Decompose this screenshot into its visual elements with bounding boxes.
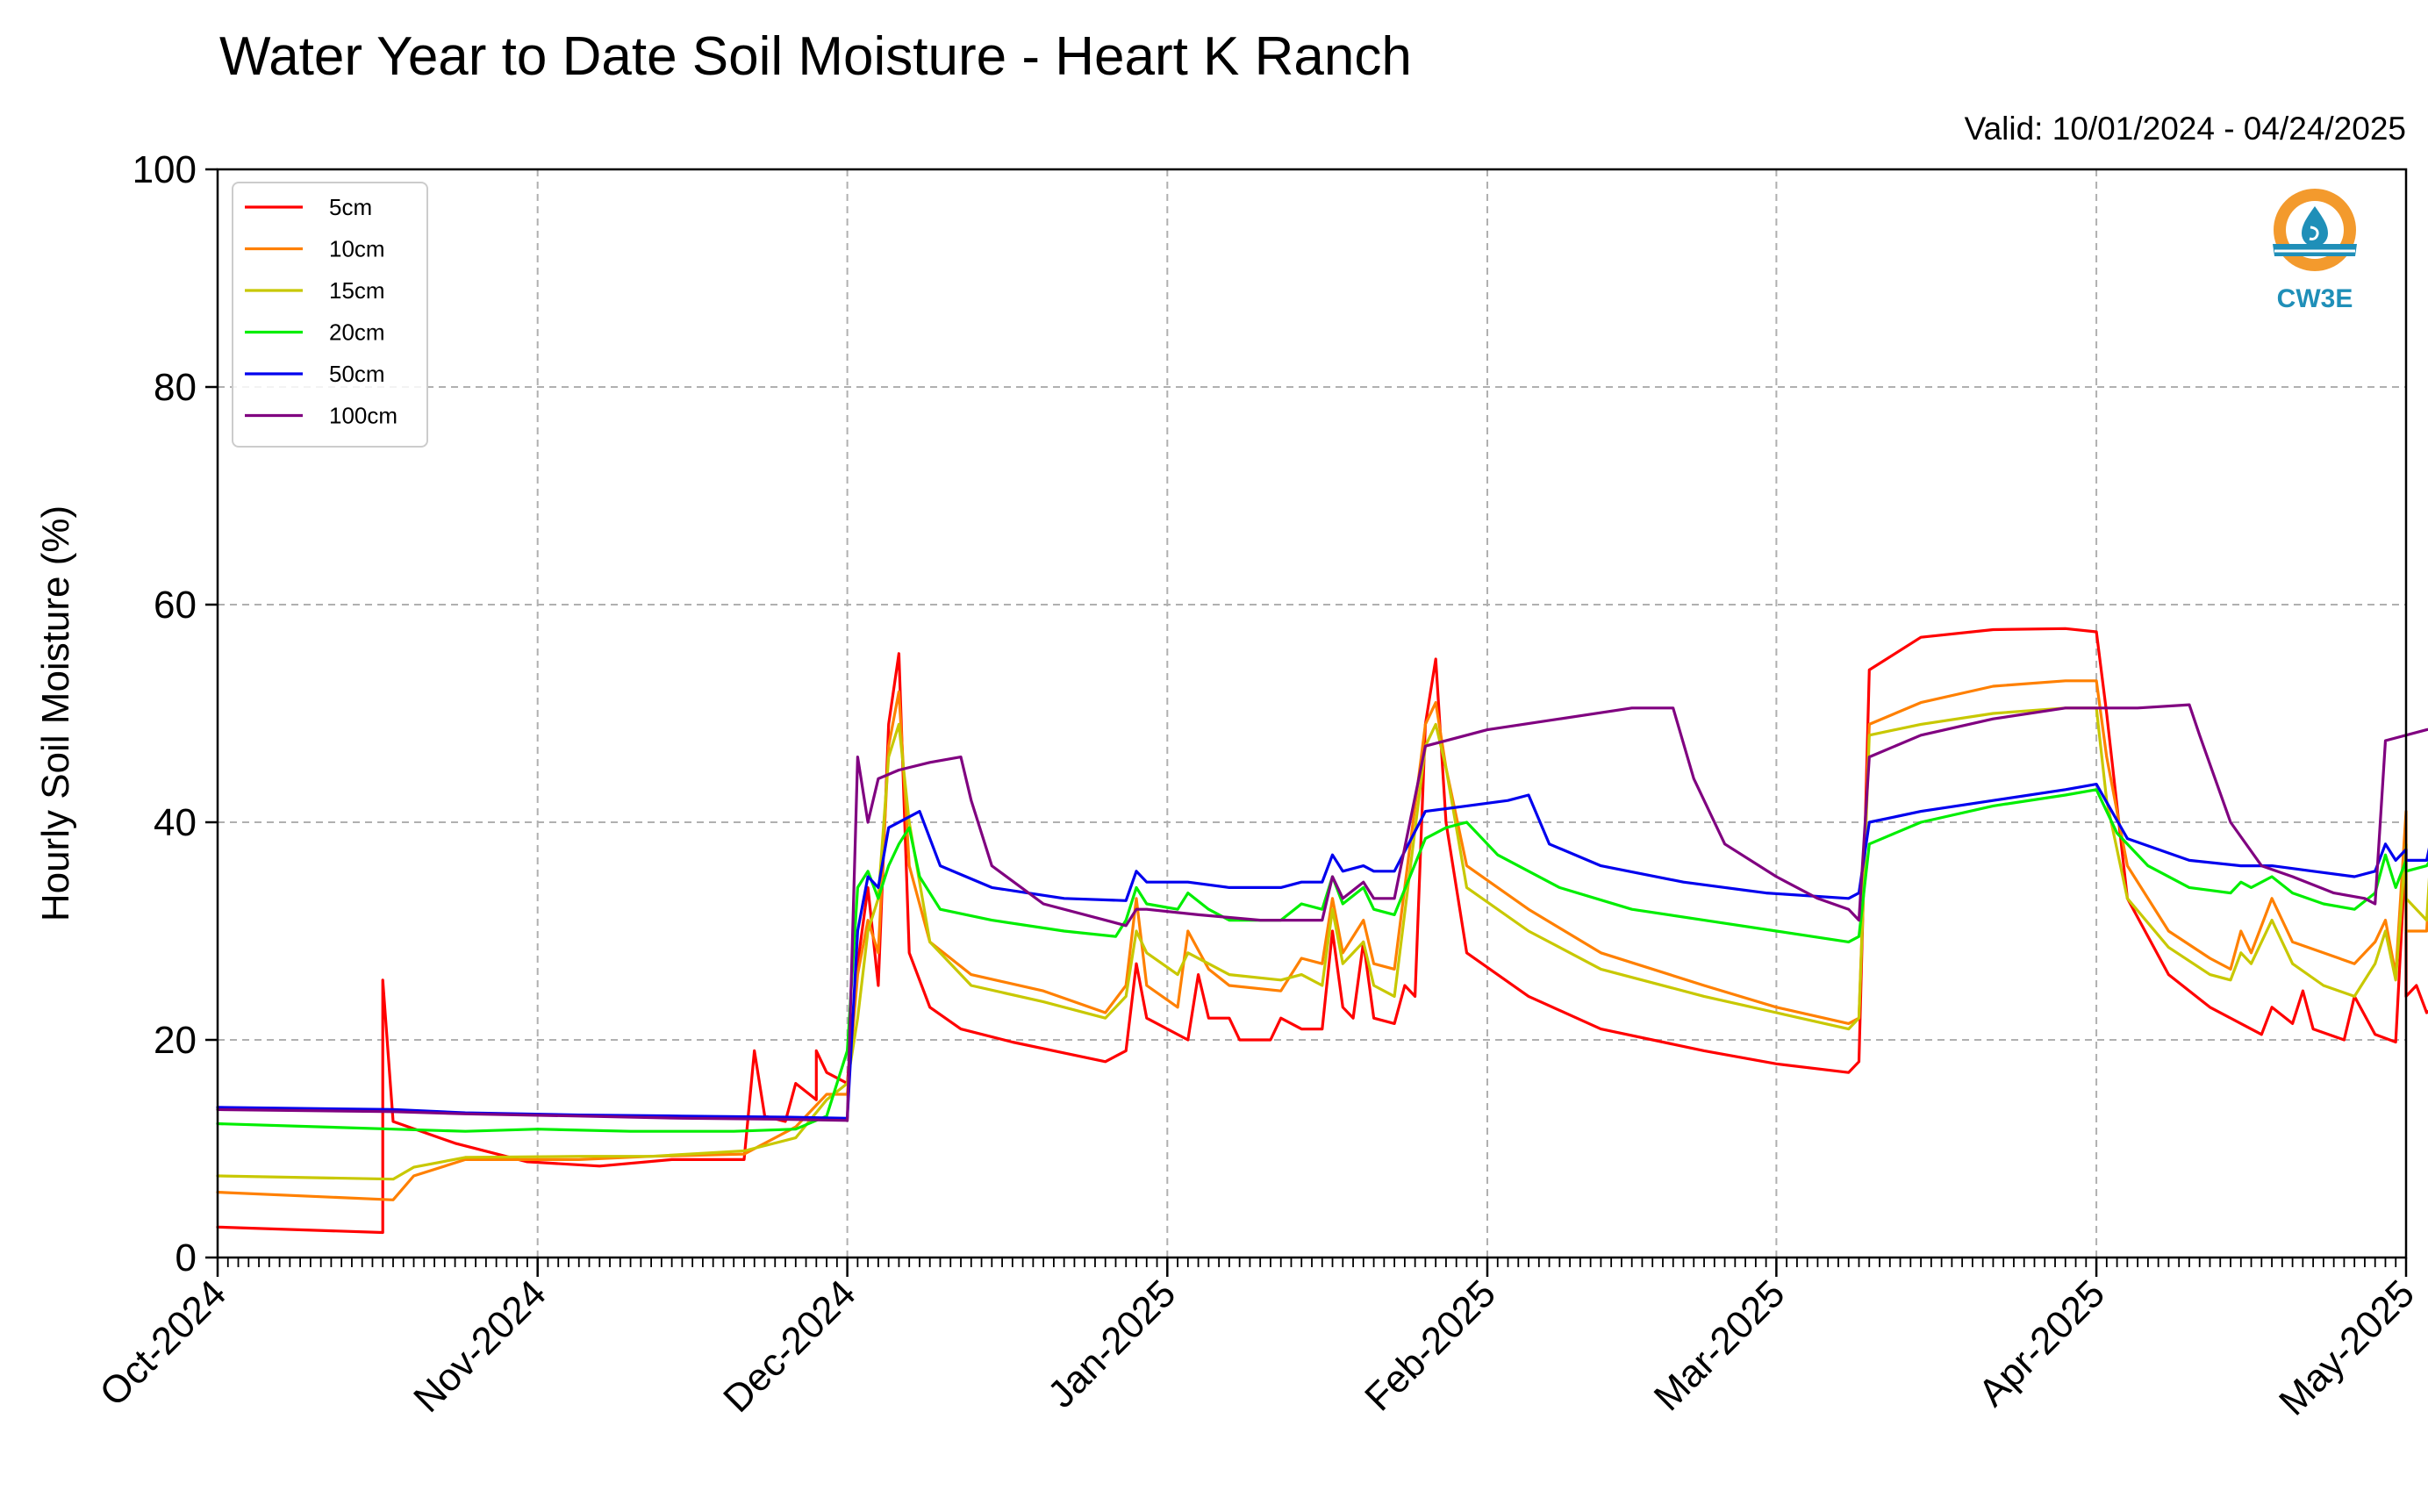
series-line-50cm xyxy=(216,783,2428,1120)
y-tick-label: 20 xyxy=(154,1019,197,1062)
drop-swirl-icon xyxy=(2309,226,2319,240)
legend-label: 10cm xyxy=(329,236,385,262)
series-line-20cm xyxy=(216,788,2428,1133)
cw3e-logo: CW3E xyxy=(2273,189,2357,313)
legend-label: 50cm xyxy=(329,361,385,387)
y-tick-label: 80 xyxy=(154,366,197,409)
y-axis-label: Hourly Soil Moisture (%) xyxy=(34,505,77,921)
grid-lines xyxy=(218,169,2406,1258)
valid-date-range: Valid: 10/01/2024 - 04/24/2025 xyxy=(1965,111,2406,147)
legend-label: 15cm xyxy=(329,277,385,304)
plot-frame xyxy=(216,168,2408,1259)
legend: 5cm 10cm 15cm 20cm 50cm 100cm xyxy=(232,182,428,448)
y-tick-label: 100 xyxy=(133,148,197,191)
legend-label: 5cm xyxy=(329,194,372,220)
y-tick-label: 60 xyxy=(154,584,197,627)
series-line-15cm xyxy=(216,706,2428,1181)
y-axis: 0 20 40 60 80 100 xyxy=(133,148,218,1279)
legend-label: 20cm xyxy=(329,319,385,346)
water-drop-icon xyxy=(2302,206,2328,247)
y-tick-label: 0 xyxy=(175,1236,197,1279)
logo-text: CW3E xyxy=(2277,284,2353,313)
y-tick-label: 40 xyxy=(154,801,197,844)
legend-label: 100cm xyxy=(329,403,398,429)
chart-title: Water Year to Date Soil Moisture - Heart… xyxy=(219,26,1412,87)
series-line-10cm xyxy=(216,679,2428,1201)
